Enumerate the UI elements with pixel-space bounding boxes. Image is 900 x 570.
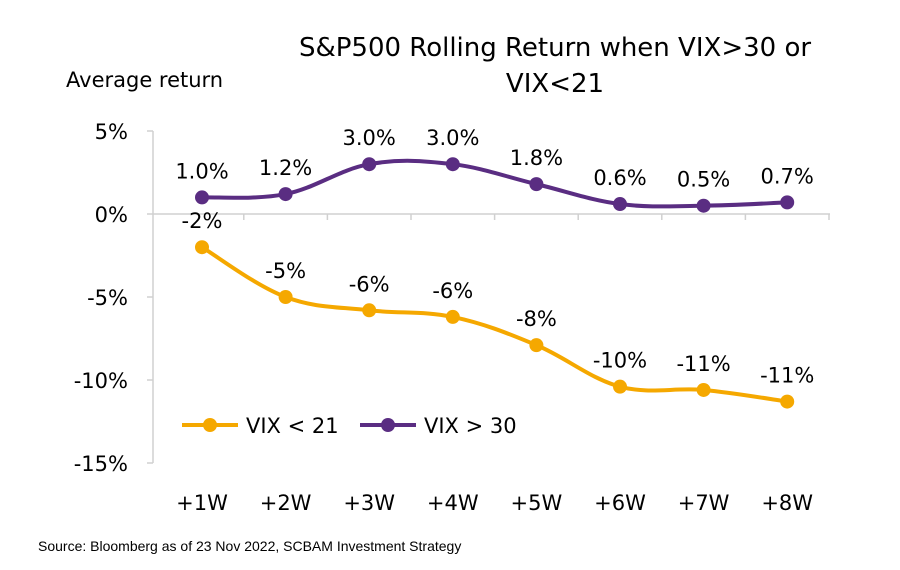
data-label-vix-gt-30: 0.7% [761, 164, 814, 188]
series-line-vix-gt-30 [200, 158, 790, 209]
chart-title-line-2: VIX<21 [506, 69, 604, 99]
data-label-vix-lt-21: -6% [432, 279, 473, 303]
data-point-vix-lt-21 [613, 379, 627, 394]
y-tick-label: 0% [95, 203, 128, 227]
x-tick-label: +5W [511, 491, 563, 515]
y-tick-label: -5% [87, 286, 128, 310]
data-point-vix-gt-30 [445, 157, 460, 172]
legend-marker [203, 418, 217, 432]
y-tick-label: -15% [74, 452, 128, 476]
data-point-vix-lt-21 [195, 240, 209, 255]
x-tick-label: +8W [761, 491, 813, 515]
data-point-vix-lt-21 [278, 290, 293, 304]
data-label-vix-lt-21: -11% [676, 352, 730, 376]
data-label-vix-gt-30: 3.0% [426, 126, 479, 150]
rolling-return-chart: S&P500 Rolling Return when VIX>30 or VIX… [66, 33, 830, 515]
data-label-vix-gt-30: 3.0% [343, 126, 396, 150]
y-tick-label: -10% [74, 369, 128, 393]
x-tick-label: +2W [260, 491, 312, 515]
data-label-vix-lt-21: -2% [182, 209, 223, 233]
legend-label: VIX > 30 [424, 414, 517, 438]
x-tick-label: +7W [678, 491, 730, 515]
data-label-vix-lt-21: -8% [516, 307, 557, 331]
chart-title-line-1: S&P500 Rolling Return when VIX>30 or [299, 33, 811, 63]
data-label-vix-lt-21: -6% [349, 272, 390, 296]
series-line-vix-lt-21 [200, 245, 790, 404]
data-label-vix-gt-30: 0.5% [677, 168, 730, 192]
data-point-vix-lt-21 [696, 382, 711, 397]
legend-label: VIX < 21 [246, 414, 339, 438]
data-point-vix-gt-30 [195, 190, 209, 205]
data-label-vix-lt-21: -10% [593, 349, 647, 373]
data-point-vix-gt-30 [780, 195, 795, 210]
data-label-vix-gt-30: 1.8% [510, 146, 563, 170]
data-point-vix-gt-30 [613, 197, 627, 212]
data-point-vix-gt-30 [696, 198, 711, 213]
data-point-vix-lt-21 [780, 394, 795, 409]
data-label-vix-gt-30: 0.6% [593, 166, 646, 190]
legend-item-vix-lt-21: VIX < 21 [182, 414, 339, 438]
y-tick-label: 5% [95, 120, 128, 144]
x-tick-label: +4W [427, 491, 479, 515]
x-tick-label: +3W [343, 491, 395, 515]
y-axis-label: Average return [66, 68, 223, 92]
x-tick-label: +6W [594, 491, 646, 515]
data-point-vix-gt-30 [362, 157, 377, 172]
data-point-vix-lt-21 [445, 309, 460, 324]
data-label-vix-gt-30: 1.2% [259, 156, 312, 180]
data-point-vix-lt-21 [362, 303, 377, 318]
source-note: Source: Bloomberg as of 23 Nov 2022, SCB… [38, 538, 462, 554]
data-point-vix-lt-21 [529, 338, 544, 353]
data-point-vix-gt-30 [278, 187, 293, 202]
data-point-vix-gt-30 [529, 177, 544, 192]
x-tick-label: +1W [176, 491, 228, 515]
data-label-vix-lt-21: -5% [265, 259, 306, 283]
data-label-vix-gt-30: 1.0% [175, 159, 228, 183]
legend-marker [381, 418, 395, 432]
data-label-vix-lt-21: -11% [760, 364, 814, 388]
legend-item-vix-gt-30: VIX > 30 [360, 414, 517, 438]
